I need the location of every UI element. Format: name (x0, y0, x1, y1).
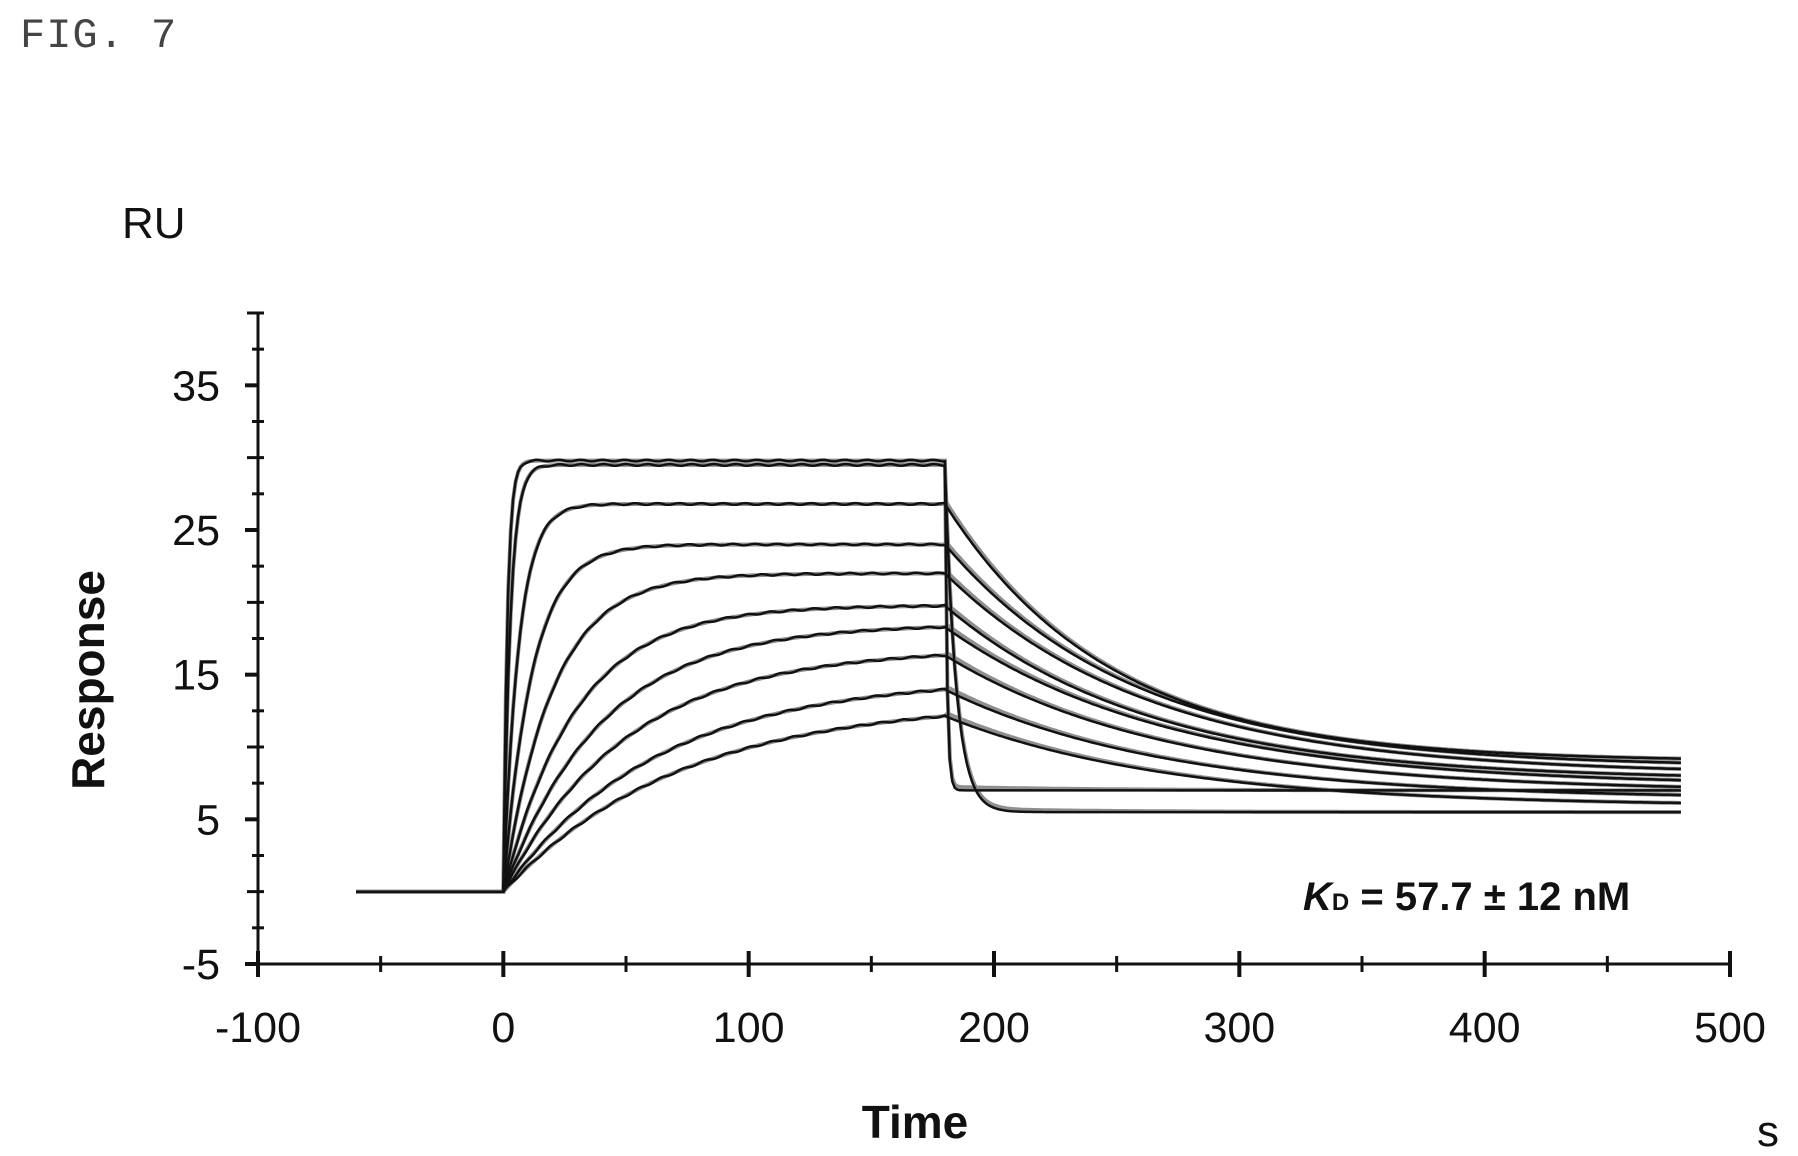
y-tick-label: -5 (182, 941, 220, 989)
fit-curve-1 (356, 458, 1681, 894)
measured-curve-5 (356, 571, 1681, 893)
x-unit-label: s (1757, 1107, 1779, 1156)
x-axis-title: Time (862, 1096, 969, 1148)
measured-curve-9 (356, 687, 1681, 893)
x-tick-label: 500 (1694, 1004, 1766, 1052)
measured-curve-7 (356, 625, 1681, 893)
kd-annotation: KD = 57.7 ± 12 nM (1303, 875, 1630, 919)
measured-curve-1 (356, 458, 1681, 893)
fit-curve-3 (356, 502, 1681, 894)
y-tick-label: 25 (172, 507, 220, 555)
measured-curve-8 (356, 653, 1681, 893)
x-tick-label: 300 (1203, 1004, 1275, 1052)
kd-subscript: D (1332, 889, 1349, 916)
y-tick-label: 15 (172, 652, 220, 700)
kd-symbol: K (1303, 875, 1335, 919)
fit-curve-6 (356, 601, 1681, 894)
measured-curve-3 (356, 501, 1681, 893)
measured-curve-2 (356, 462, 1681, 893)
y-axis-title: Response (62, 570, 114, 790)
fit-curve-2 (356, 462, 1681, 894)
x-tick-label: -100 (215, 1004, 301, 1052)
measured-curve-4 (356, 542, 1681, 893)
y-unit-label: RU (122, 199, 186, 248)
x-tick-label: 0 (491, 1004, 515, 1052)
measured-curve-6 (356, 603, 1681, 893)
kd-value: = 57.7 ± 12 nM (1349, 875, 1630, 919)
y-tick-label: 35 (172, 362, 220, 410)
x-tick-label: 400 (1449, 1004, 1521, 1052)
y-tick-label: 5 (196, 796, 220, 844)
series-group (356, 458, 1681, 894)
figure-label: FIG. 7 (20, 12, 178, 60)
x-tick-label: 200 (958, 1004, 1030, 1052)
measured-curve-10 (356, 714, 1681, 893)
x-tick-label: 100 (713, 1004, 785, 1052)
axes: -100 0 100 200 300 400 500 -5 5 15 25 35 (172, 311, 1766, 1052)
